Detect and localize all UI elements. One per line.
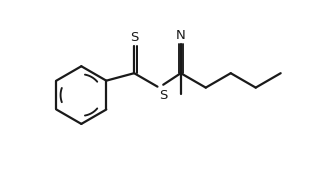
Text: S: S <box>130 31 138 44</box>
Text: N: N <box>176 29 186 42</box>
Text: S: S <box>159 89 167 102</box>
